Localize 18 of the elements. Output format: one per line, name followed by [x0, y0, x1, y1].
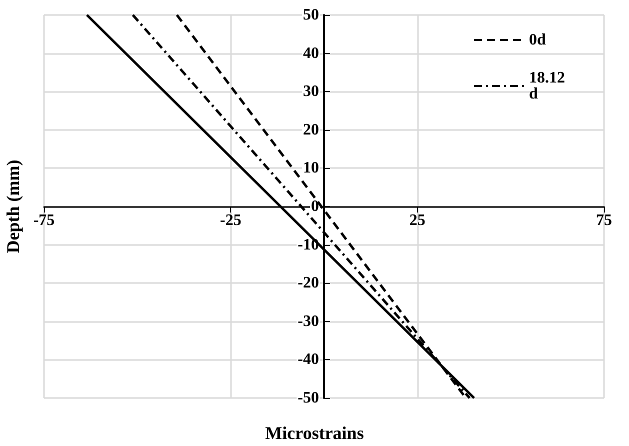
y-tick-label: 30 [303, 83, 319, 100]
y-tick-label: -30 [298, 312, 319, 330]
x-axis-title: Microstrains [265, 423, 364, 443]
x-tick-label: -25 [220, 212, 242, 229]
y-tick-label: 10 [303, 160, 319, 177]
y-tick-label: -40 [298, 351, 319, 368]
y-tick-label: 40 [303, 44, 319, 62]
legend-label: 0d [529, 32, 546, 48]
y-tick-label: -50 [298, 390, 319, 406]
y-tick-label: -20 [298, 274, 319, 292]
x-tick-label: -75 [33, 212, 55, 229]
y-tick-label: 20 [303, 121, 319, 138]
legend-label: 18.12 d [529, 70, 569, 102]
y-axis-title: Depth (mm) [3, 160, 23, 254]
y-tick-label: 50 [303, 6, 319, 24]
x-tick-label: 75 [596, 212, 612, 229]
y-tick-label: 0 [311, 198, 319, 215]
x-tick-label: 25 [409, 212, 426, 229]
